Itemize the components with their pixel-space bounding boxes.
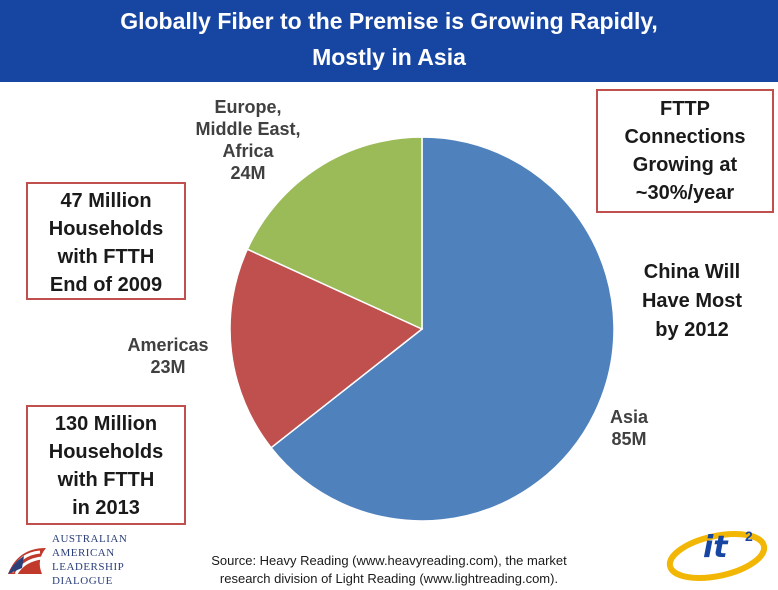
- slice-label-emea: Europe, Middle East, Africa 24M: [178, 96, 318, 184]
- slice-label-emea-value: 24M: [230, 163, 266, 183]
- source-line-1: Source: Heavy Reading (www.heavyreading.…: [211, 553, 567, 568]
- callout-line: Connections: [624, 126, 746, 148]
- logo-text-line: LEADERSHIP: [52, 561, 125, 573]
- slice-label-asia-line: Asia: [609, 407, 649, 427]
- callout-line: Households: [48, 218, 164, 240]
- logo-superscript: 2: [745, 528, 753, 544]
- logo-text-line: DIALOGUE: [52, 575, 113, 587]
- slice-label-emea-line: Africa: [222, 141, 274, 161]
- logo-text-line: AMERICAN: [52, 547, 115, 559]
- swoosh-icon: [666, 531, 768, 581]
- title-line-2: Mostly in Asia: [312, 44, 466, 70]
- slice-label-americas-value: 23M: [150, 357, 186, 377]
- pie-slice-americas: [229, 248, 424, 449]
- logo-text-line: AUSTRALIAN: [52, 533, 128, 545]
- china-note: China Will Have Most by 2012: [622, 258, 762, 345]
- slice-label-americas: Americas 23M: [115, 334, 221, 378]
- source-note: Source: Heavy Reading (www.heavyreading.…: [150, 552, 628, 588]
- title-banner: Globally Fiber to the Premise is Growing…: [0, 0, 778, 82]
- pie-slice-emea: [246, 136, 423, 331]
- callout-line: with FTTH: [57, 469, 155, 491]
- callout-households-2009: 47 Million Households with FTTH End of 2…: [26, 182, 186, 300]
- slice-label-emea-line: Middle East,: [195, 119, 301, 139]
- logo-it-text: it: [703, 530, 728, 565]
- slice-label-asia: Asia 85M: [598, 406, 660, 450]
- it2-logo: it 2: [665, 524, 770, 586]
- china-note-line: China Will: [643, 261, 741, 283]
- china-note-line: Have Most: [641, 290, 743, 312]
- callout-line: FTTP: [660, 98, 710, 120]
- callout-line: End of 2009: [49, 274, 163, 296]
- callout-line: with FTTH: [57, 246, 155, 268]
- source-line-2: research division of Light Reading (www.…: [219, 571, 559, 586]
- china-note-line: by 2012: [655, 319, 729, 341]
- callout-line: Growing at: [632, 154, 738, 176]
- slice-label-americas-line: Americas: [127, 335, 209, 355]
- title-line-1: Globally Fiber to the Premise is Growing…: [120, 8, 658, 34]
- callout-line: Households: [48, 441, 164, 463]
- callout-line: 47 Million: [60, 190, 152, 212]
- callout-line: ~30%/year: [635, 182, 735, 204]
- aald-logo: AUSTRALIAN AMERICAN LEADERSHIP DIALOGUE: [0, 530, 130, 590]
- callout-line: 130 Million: [54, 413, 158, 435]
- callout-growth-rate: FTTP Connections Growing at ~30%/year: [596, 89, 774, 213]
- callout-households-2013: 130 Million Households with FTTH in 2013: [26, 405, 186, 525]
- pie-slice-asia: [270, 136, 615, 522]
- slice-label-emea-line: Europe,: [214, 97, 282, 117]
- flag-icon: [8, 548, 46, 575]
- callout-line: in 2013: [72, 497, 140, 519]
- slice-label-asia-value: 85M: [611, 429, 647, 449]
